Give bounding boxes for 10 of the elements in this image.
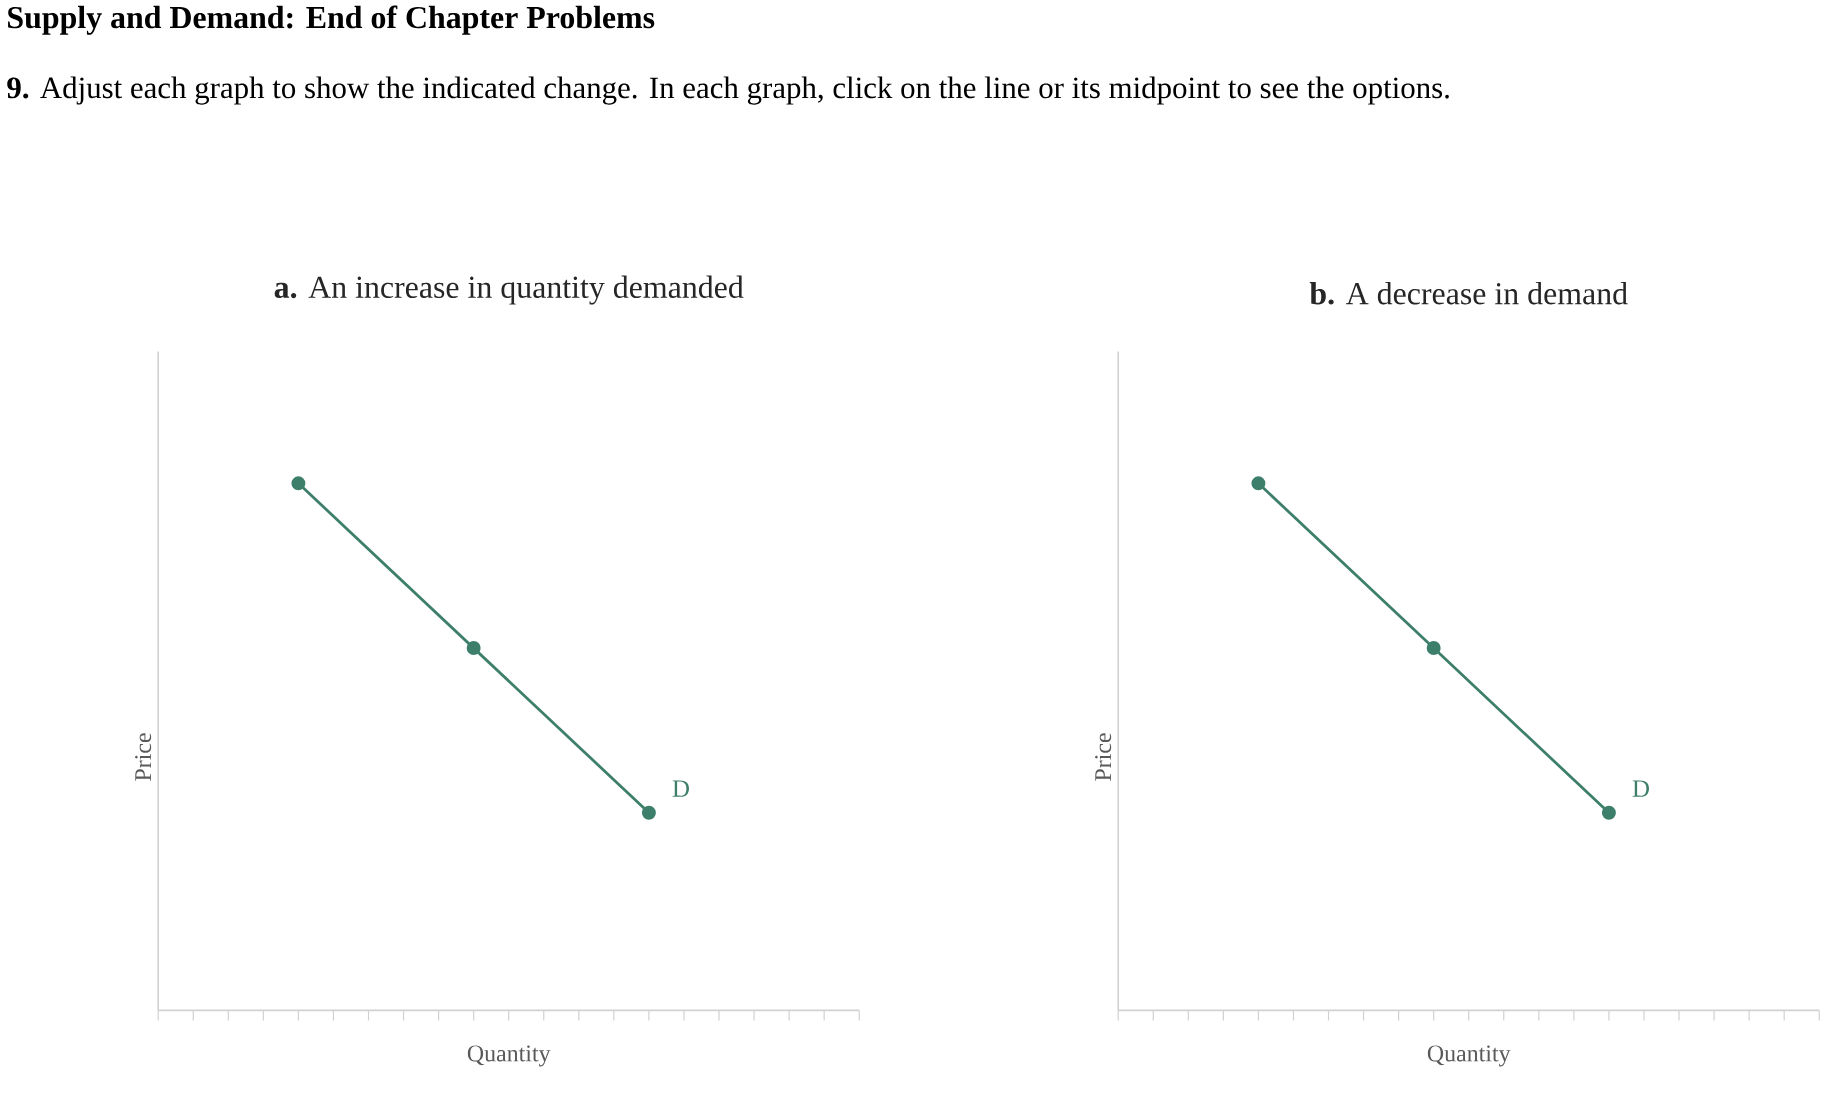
chart-title: a. An increase in quantity demanded [274,275,744,305]
y-axis-title: Price [1095,733,1112,781]
text: 9. Adjust each graph to show the indicated change. In each graph, click on the line or its midpoint to see the options. [7,76,1449,105]
series-label: D [672,780,689,797]
chart-title: b. A decrease in demand [1309,282,1628,305]
x-axis-title: Quantity [1427,1045,1511,1067]
text: Supply and Demand: End of Chapter Problems [8,5,655,35]
x-axis-title: Quantity [467,1045,551,1067]
y-axis-title: Price [135,733,152,781]
series-label: D [1632,780,1649,797]
